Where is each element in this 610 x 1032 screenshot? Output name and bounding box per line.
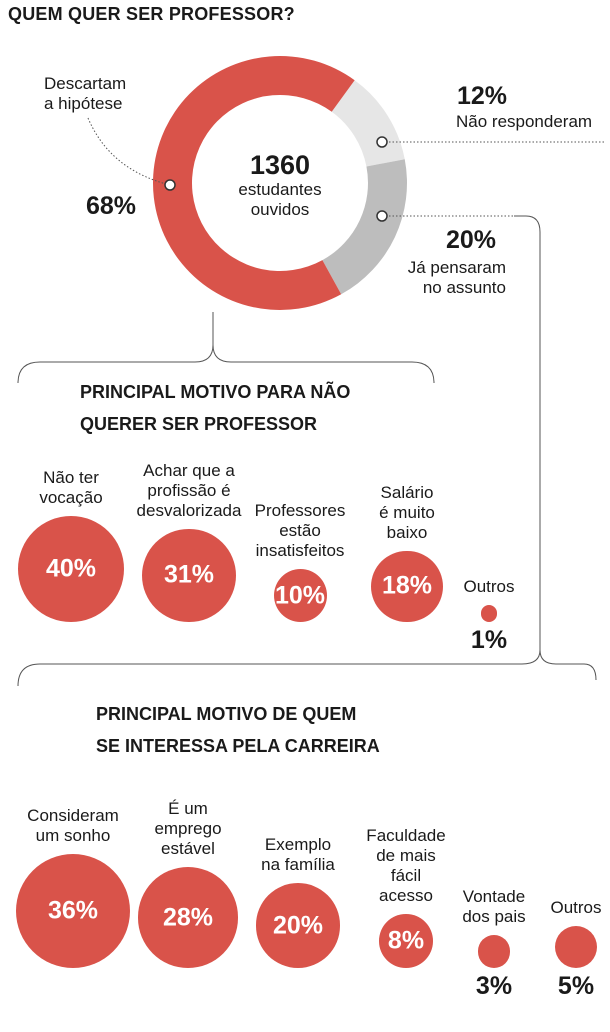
bubble-value-5: 3% [475,972,513,1000]
leader-lines [17,117,606,687]
bubble-label-1: Não ter vocação [39,468,103,507]
bubble-value-1: 36% [47,896,99,925]
center-line2: ouvidos [250,200,310,219]
bubble-value-2: 28% [162,903,214,932]
bubble-value-1: 40% [45,554,97,583]
bubble-4 [379,914,433,968]
section2-title: PRINCIPAL MOTIVO DE QUEM SE INTERESSA PE… [96,698,380,762]
center-line1: estudantes [238,180,322,199]
label-ja-pensaram-line1: Já pensaram [407,258,506,277]
bubble-label-2: É um emprego estável [154,799,222,859]
section1-title-line1: PRINCIPAL MOTIVO PARA NÃO [80,382,351,402]
label-descartam-line2: a hipótese [44,94,123,113]
bubble-value-5: 1% [470,626,508,654]
bubble-label-5: Vontade dos pais [462,887,526,927]
bubble-value-6: 5% [557,972,595,1000]
bubble-value-4: 8% [387,926,425,955]
bubble-1 [18,516,124,622]
bubble-label-1: Consideram um sonho [27,806,119,845]
bubble-label-6: Outros [550,897,602,917]
section1-title: PRINCIPAL MOTIVO PARA NÃO QUERER SER PRO… [80,376,350,440]
label-nao-responderam: Não responderam [456,112,593,131]
marker-descartam [164,179,176,191]
bubble-label-2: Achar que a profissão é desvalorizada [136,460,242,520]
bubble-label-5: Outros [463,577,515,597]
chart-title: QUEM QUER SER PROFESSOR? [8,4,295,24]
donut-markers [164,136,388,222]
bubble-label-4: Faculdade de mais fácil acesso [366,826,446,906]
bubble-4 [371,550,443,622]
section2-title-line1: PRINCIPAL MOTIVO DE QUEM [96,704,357,724]
marker-nao-responderam [376,136,388,148]
bubble-label-4: Salário é muito baixo [379,482,435,542]
bubble-value-3: 20% [272,911,324,939]
section2-title-line2: SE INTERESSA PELA CARREIRA [96,736,380,756]
slice-descartam [153,56,355,311]
bubble-2 [137,867,239,968]
donut-center: 1360 estudantes ouvidos [205,150,355,220]
bubble-5 [480,605,498,622]
label-ja-pensaram-line2: no assunto [422,278,506,297]
bubble-5 [477,935,511,968]
bubble-label-3: Exemplo na família [261,835,335,875]
bubble-3 [255,883,341,968]
label-ja-pensaram: Já pensaram no assunto [402,258,506,298]
value-ja-pensaram: 20% [446,226,497,254]
center-number: 1360 [249,150,311,180]
value-nao-responderam: 12% [457,82,508,110]
slice-ja-pensaram [322,159,407,295]
bubble-1 [16,854,130,968]
bubble-label-3: Professores estão insatisfeitos [254,501,346,560]
bubble-2 [142,528,236,622]
bubble-value-4: 18% [381,571,433,600]
section1-title-line2: QUERER SER PROFESSOR [80,414,318,434]
bubble-3 [273,569,327,622]
marker-ja-pensaram [376,210,388,222]
bubble-value-2: 31% [163,560,215,589]
bubble-value-3: 10% [274,581,326,609]
label-descartam: Descartam a hipótese [44,74,126,114]
value-descartam: 68% [86,192,137,220]
label-descartam-line1: Descartam [44,74,127,93]
bubble-6 [554,925,598,968]
